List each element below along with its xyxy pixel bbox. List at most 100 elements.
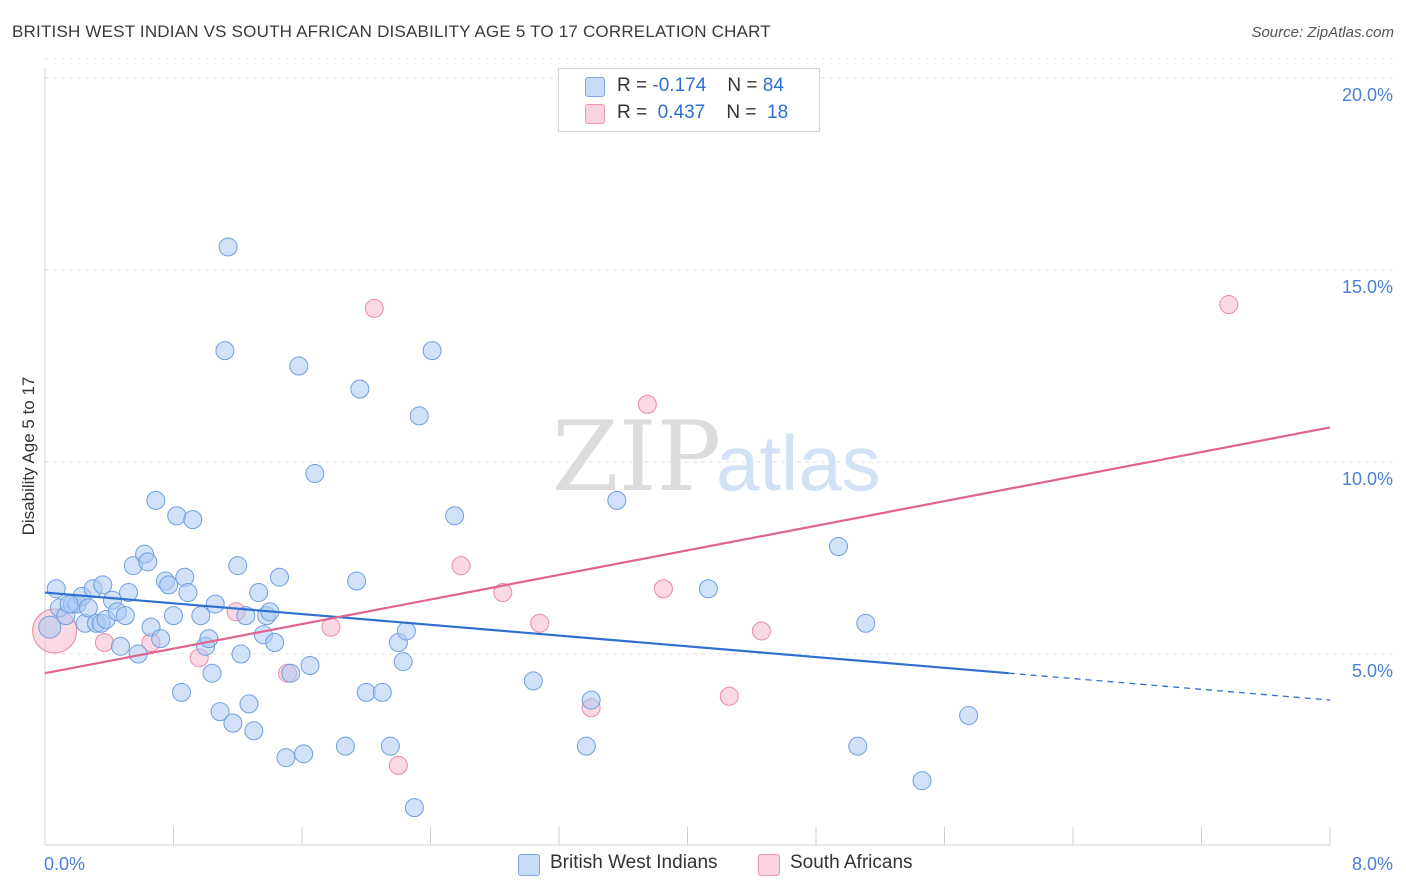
- legend-swatch-blue: [518, 854, 540, 876]
- data-point: [523, 671, 543, 691]
- data-point: [59, 594, 79, 614]
- data-point: [228, 556, 248, 576]
- legend-text: R = -0.174 N = 84: [617, 75, 784, 96]
- data-point: [159, 575, 179, 595]
- legend-label: British West Indians: [550, 852, 718, 873]
- data-point: [115, 606, 135, 626]
- grid-lines: [45, 58, 1395, 655]
- data-point: [581, 690, 601, 710]
- data-point: [653, 579, 673, 599]
- data-point: [231, 644, 251, 664]
- data-point: [848, 736, 868, 756]
- data-point: [239, 694, 259, 714]
- data-point: [178, 583, 198, 603]
- data-point: [244, 721, 264, 741]
- data-point: [218, 237, 238, 257]
- data-point: [698, 579, 718, 599]
- x-tick-label: 0.0%: [44, 854, 85, 874]
- data-point: [281, 663, 301, 683]
- data-point: [146, 490, 166, 510]
- data-point: [404, 798, 424, 818]
- data-point: [607, 490, 627, 510]
- data-point: [202, 663, 222, 683]
- data-point: [265, 632, 285, 652]
- data-point: [637, 394, 657, 414]
- data-point: [183, 510, 203, 530]
- axes: [44, 68, 1331, 846]
- data-point: [78, 598, 98, 618]
- data-point: [167, 506, 187, 526]
- source-credit: Source: ZipAtlas.com: [1251, 24, 1394, 41]
- data-point: [270, 567, 290, 587]
- data-point: [828, 536, 848, 556]
- data-point: [191, 606, 211, 626]
- data-point: [409, 406, 429, 426]
- legend-swatch-pink: [585, 104, 605, 124]
- legend-label: South Africans: [790, 852, 913, 873]
- watermark-zip: ZIP: [552, 401, 721, 513]
- data-point: [912, 771, 932, 791]
- data-point: [119, 583, 139, 603]
- chart-title: BRITISH WEST INDIAN VS SOUTH AFRICAN DIS…: [12, 22, 771, 41]
- data-point: [1219, 295, 1239, 315]
- data-point: [210, 702, 230, 722]
- data-point: [223, 713, 243, 733]
- correlation-legend: R = -0.174 N = 84 R = 0.437 N = 18: [558, 68, 820, 132]
- data-point: [38, 615, 62, 639]
- data-point: [576, 736, 596, 756]
- data-point: [350, 379, 370, 399]
- legend-swatch-pink: [758, 854, 780, 876]
- data-point: [393, 652, 413, 672]
- data-point: [138, 552, 158, 572]
- data-point: [451, 556, 471, 576]
- series-legend: British West Indians South Africans: [0, 852, 1406, 876]
- data-point: [719, 686, 739, 706]
- data-point: [276, 748, 296, 768]
- tick-labels: 5.0% 10.0% 15.0% 20.0% 0.0% 8.0%: [44, 85, 1393, 874]
- y-tick-label: 15.0%: [1342, 277, 1393, 297]
- data-point: [300, 656, 320, 676]
- data-point: [289, 356, 309, 376]
- data-point: [380, 736, 400, 756]
- data-point: [493, 583, 513, 603]
- trend-line-south-africans: [44, 426, 1331, 675]
- y-tick-label: 10.0%: [1342, 469, 1393, 489]
- data-point: [305, 464, 325, 484]
- watermark-atlas: atlas: [716, 419, 881, 507]
- data-point: [172, 682, 192, 702]
- data-point: [335, 736, 355, 756]
- data-point: [347, 571, 367, 591]
- data-point: [396, 621, 416, 641]
- data-point: [364, 298, 384, 318]
- data-point: [388, 755, 408, 775]
- data-point: [249, 583, 269, 603]
- data-point: [110, 636, 130, 656]
- legend-swatch-blue: [585, 77, 605, 97]
- y-tick-label: 5.0%: [1352, 661, 1393, 681]
- data-point: [751, 621, 771, 641]
- data-point: [445, 506, 465, 526]
- data-point: [959, 705, 979, 725]
- data-point: [205, 594, 225, 614]
- data-point: [856, 613, 876, 633]
- data-point: [294, 744, 314, 764]
- trend-line-british-west-indians: [44, 591, 1009, 675]
- y-tick-label: 20.0%: [1342, 85, 1393, 105]
- data-point: [530, 613, 550, 633]
- data-point: [151, 629, 171, 649]
- data-point: [199, 629, 219, 649]
- x-tick-label: 8.0%: [1352, 854, 1393, 874]
- british-west-indian-points: [38, 237, 979, 818]
- legend-text: R = 0.437 N = 18: [617, 102, 789, 123]
- data-point: [422, 341, 442, 361]
- y-axis-label: Disability Age 5 to 17: [19, 377, 38, 536]
- data-point: [356, 682, 376, 702]
- data-point: [215, 341, 235, 361]
- trend-line-dashed-extension: [1008, 672, 1331, 701]
- trend-lines: [44, 426, 1331, 701]
- south-african-points: [32, 295, 1239, 775]
- data-point: [236, 606, 256, 626]
- data-point: [164, 606, 183, 626]
- data-point: [93, 575, 113, 595]
